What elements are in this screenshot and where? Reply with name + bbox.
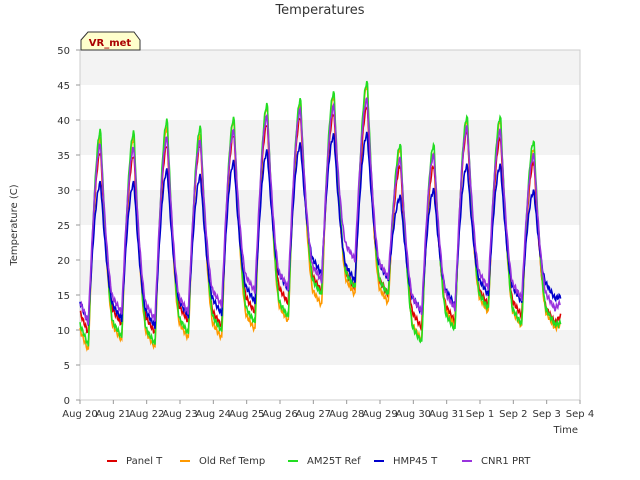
y-tick-label: 30 (57, 186, 70, 197)
x-tick-label: Aug 21 (96, 409, 131, 420)
legend-item-hmp45-t: HMP45 T (374, 456, 438, 467)
legend-label: Old Ref Temp (199, 456, 265, 467)
y-tick-label: 25 (57, 221, 70, 232)
legend-label: HMP45 T (393, 456, 438, 467)
x-tick-label: Aug 23 (162, 409, 197, 420)
x-tick-label: Aug 26 (262, 409, 297, 420)
series-line-hmp45-t (79, 131, 562, 329)
x-tick-label: Aug 30 (396, 409, 431, 420)
legend-label: AM25T Ref (307, 456, 361, 467)
x-tick-label: Aug 25 (229, 409, 264, 420)
y-tick-label: 35 (57, 151, 70, 162)
x-tick-label: Aug 27 (296, 409, 331, 420)
grid-band (80, 50, 580, 85)
y-tick-label: 5 (64, 361, 70, 372)
series-line-cnr1-prt (79, 97, 561, 325)
y-tick-label: 45 (57, 81, 70, 92)
legend-item-old-ref-temp: Old Ref Temp (180, 456, 265, 467)
x-tick-label: Sep 1 (466, 409, 494, 420)
legend-item-panel-t: Panel T (107, 456, 163, 467)
y-axis: 0 5 10 15 20 25 30 35 40 45 50 (57, 46, 80, 407)
legend-label: Panel T (126, 456, 163, 467)
legend-label: CNR1 PRT (481, 456, 531, 467)
x-tick-label: Sep 4 (566, 409, 594, 420)
x-tick-label: Aug 31 (429, 409, 464, 420)
x-tick-label: Sep 2 (499, 409, 527, 420)
y-tick-label: 40 (57, 116, 70, 127)
x-tick-label: Aug 28 (329, 409, 364, 420)
y-tick-label: 20 (57, 256, 70, 267)
station-label-box: VR_met (80, 31, 141, 51)
y-tick-label: 0 (64, 396, 70, 407)
chart-title: Temperatures (274, 3, 364, 18)
x-tick-label: Aug 22 (129, 409, 164, 420)
x-tick-label: Aug 20 (62, 409, 97, 420)
x-tick-label: Aug 29 (362, 409, 397, 420)
y-tick-label: 15 (57, 291, 70, 302)
y-tick-label: 50 (57, 46, 70, 57)
x-axis-label: Time (553, 425, 578, 436)
legend-item-cnr1-prt: CNR1 PRT (462, 456, 531, 467)
legend-item-am25t-ref: AM25T Ref (288, 456, 361, 467)
grid-band (80, 260, 580, 295)
x-tick-label: Sep 3 (532, 409, 560, 420)
series-lines (79, 80, 562, 352)
grid-band (80, 330, 580, 365)
legend: Panel T Old Ref Temp AM25T Ref HMP45 T CNR1 … (107, 456, 531, 467)
station-label: VR_met (89, 38, 132, 49)
y-axis-label: Temperature (C) (9, 184, 20, 266)
y-tick-label: 10 (57, 326, 70, 337)
x-tick-label: Aug 24 (196, 409, 231, 420)
